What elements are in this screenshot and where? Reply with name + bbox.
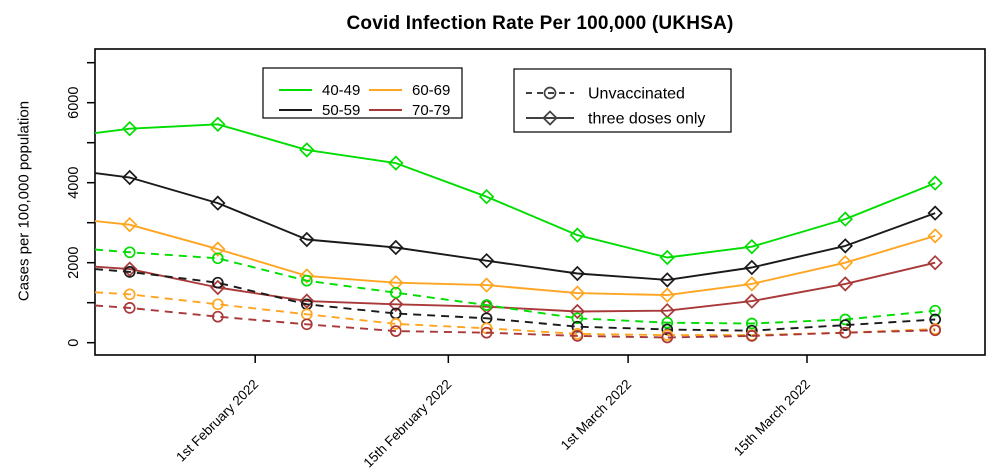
- series-three-doses-only-40-49: [94, 116, 943, 266]
- diamond-marker: [299, 231, 315, 248]
- diamond-marker: [744, 293, 760, 309]
- diamond-marker: [837, 254, 853, 271]
- legend-box: [513, 68, 732, 133]
- circle-marker: [745, 317, 758, 330]
- diamond-marker: [299, 142, 315, 158]
- diamond-marker: [388, 296, 404, 313]
- series-unvaccinated-70-79: [94, 302, 942, 344]
- circle-marker: [661, 331, 674, 344]
- chart-title: Covid Infection Rate Per 100,000 (UKHSA): [346, 13, 734, 34]
- diamond-marker: [478, 277, 495, 293]
- legend-circle-marker: [543, 86, 557, 100]
- diamond-marker: [659, 287, 675, 303]
- legend-age-groups: 40-49 50-59 60-69 70-79: [262, 67, 463, 119]
- x-tick-label: 15th February 2022: [361, 377, 455, 471]
- y-tick-label: 0: [66, 339, 82, 347]
- legend-diamond-marker: [542, 110, 558, 126]
- circle-marker: [211, 276, 224, 289]
- y-tick-label: 2000: [66, 247, 82, 279]
- circle-marker: [211, 310, 224, 323]
- circle-marker: [839, 313, 852, 326]
- diamond-marker: [122, 261, 138, 277]
- diamond-marker: [927, 175, 943, 191]
- circle-marker: [745, 330, 758, 342]
- diamond-marker: [388, 274, 404, 291]
- circle-marker: [123, 266, 136, 278]
- diamond-marker: [569, 227, 586, 243]
- legend-label: Unvaccinated: [588, 86, 685, 103]
- circle-marker: [211, 252, 224, 265]
- diamond-marker: [122, 169, 138, 186]
- y-tick-label: 6000: [66, 87, 82, 119]
- circle-marker: [571, 330, 584, 342]
- circle-marker: [389, 286, 402, 299]
- diamond-marker: [299, 293, 315, 309]
- x-tick-label: 1st February 2022: [173, 377, 261, 465]
- diamond-marker: [744, 276, 760, 292]
- circle-marker: [300, 318, 313, 331]
- diamond-marker: [659, 249, 675, 266]
- diamond-marker: [388, 155, 404, 171]
- diamond-marker: [210, 241, 226, 257]
- diamond-marker: [569, 303, 586, 320]
- y-axis-label: Cases per 100,000 population: [15, 100, 33, 302]
- circle-marker: [929, 304, 942, 317]
- diamond-marker: [122, 216, 138, 233]
- circle-marker: [571, 312, 584, 325]
- series-line: [94, 220, 936, 297]
- plot-frame: [94, 48, 986, 356]
- legend-label: 60-69: [412, 82, 450, 99]
- series-line: [94, 248, 936, 325]
- legend-vaccination-status: Unvaccinated three doses only: [513, 68, 732, 133]
- circle-marker: [123, 246, 136, 259]
- diamond-marker: [927, 254, 943, 271]
- series-line: [94, 172, 936, 281]
- circle-marker: [389, 318, 402, 330]
- circle-marker: [839, 326, 852, 339]
- x-tick-label: 15th March 2022: [731, 377, 813, 459]
- legend-label: 70-79: [412, 102, 450, 119]
- diamond-marker: [210, 116, 226, 133]
- series-line: [94, 261, 936, 313]
- legend-label: three doses only: [588, 111, 705, 128]
- series-line: [94, 268, 936, 332]
- diamond-marker: [744, 238, 760, 255]
- x-tick-label: 1st March 2022: [558, 377, 634, 453]
- diamond-marker: [478, 252, 495, 269]
- diamond-marker: [122, 120, 138, 137]
- diamond-marker: [299, 268, 315, 284]
- series-line: [94, 304, 936, 339]
- diamond-marker: [744, 259, 760, 276]
- diamond-marker: [927, 228, 943, 244]
- circle-marker: [211, 298, 224, 311]
- series-three-doses-only-50-59: [94, 169, 943, 288]
- diamond-marker: [837, 238, 853, 254]
- diamond-marker: [927, 205, 943, 221]
- diamond-marker: [478, 188, 495, 205]
- circle-marker: [389, 325, 402, 337]
- diamond-marker: [837, 211, 853, 227]
- circle-marker: [480, 326, 493, 339]
- series-three-doses-only-60-69: [94, 216, 943, 303]
- diamond-marker: [210, 195, 226, 211]
- legend-label: 50-59: [322, 102, 360, 119]
- circle-marker: [839, 319, 852, 331]
- legend-label: 40-49: [322, 82, 360, 99]
- diamond-marker: [659, 272, 675, 288]
- series-line: [94, 123, 936, 259]
- diamond-marker: [569, 265, 586, 282]
- circle-marker: [123, 288, 136, 301]
- circle-marker: [300, 274, 313, 287]
- circle-marker: [661, 316, 674, 329]
- circle-marker: [929, 324, 942, 337]
- diamond-marker: [388, 239, 404, 256]
- diamond-marker: [569, 285, 586, 301]
- y-tick-label: 4000: [66, 167, 82, 199]
- diamond-marker: [837, 276, 853, 292]
- circle-marker: [480, 299, 493, 311]
- series-unvaccinated-40-49: [94, 246, 942, 330]
- circle-marker: [123, 302, 136, 314]
